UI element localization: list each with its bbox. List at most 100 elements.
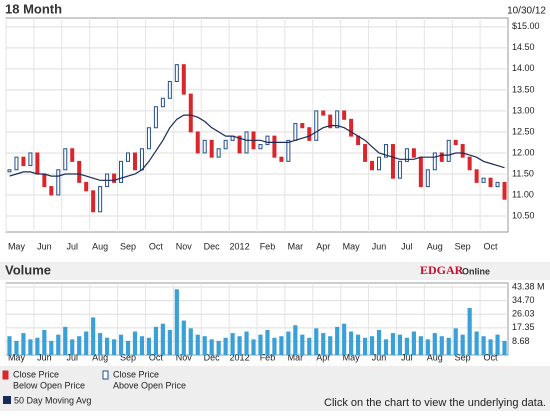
x-tick-label: May <box>343 352 361 362</box>
candle <box>188 93 193 133</box>
candle <box>307 127 312 141</box>
x-tick-label: Sep <box>120 352 136 362</box>
x-tick-label: May <box>343 241 361 251</box>
candle <box>279 156 284 162</box>
volume-bar <box>132 331 138 355</box>
candle <box>112 173 117 183</box>
y-tick-label: 13.50 <box>512 84 535 94</box>
volume-bar <box>202 336 207 355</box>
note[interactable]: Click on the chart to view the underlyin… <box>324 397 546 409</box>
y-tick-label: 12.00 <box>512 147 535 157</box>
volume-bar <box>49 340 54 355</box>
x-tick-label: Aug <box>92 241 108 251</box>
volume-bar <box>342 323 347 355</box>
volume-bar <box>42 329 47 355</box>
candle <box>181 64 186 95</box>
candle <box>446 139 451 162</box>
x-tick-label: Jun <box>372 352 387 362</box>
x-tick-label: Nov <box>176 241 193 251</box>
volume-bar <box>7 336 12 355</box>
volume-bar <box>404 337 409 355</box>
x-tick-label: Jun <box>372 241 387 251</box>
volume-bar <box>335 326 340 355</box>
candle <box>425 169 430 188</box>
candle <box>35 152 40 175</box>
candle <box>21 156 26 167</box>
x-tick-label: Oct <box>149 352 164 362</box>
y-tick-label: 11.50 <box>512 168 534 178</box>
candle <box>377 156 382 171</box>
chart-title: 18 Month <box>5 1 62 16</box>
volume-bar <box>35 337 40 355</box>
logo: EDGAR <box>420 263 464 277</box>
y-tick-label: 34.70 <box>512 295 535 305</box>
candle <box>363 144 368 162</box>
x-tick-label: Mar <box>288 352 304 362</box>
volume-bar <box>446 337 451 355</box>
y-tick-label: 8.68 <box>512 336 530 346</box>
candle <box>28 152 33 167</box>
volume-bar <box>488 339 493 355</box>
volume-bar <box>188 328 193 355</box>
volume-bar <box>411 331 416 355</box>
x-tick-label: Jul <box>66 241 78 251</box>
volume-bar <box>495 334 500 355</box>
volume-bar <box>300 334 305 355</box>
candle <box>293 123 298 141</box>
x-tick-label: Jul <box>401 352 413 362</box>
x-tick-label: Dec <box>204 352 221 362</box>
candle <box>216 148 221 158</box>
volume-bar <box>432 333 437 355</box>
volume-bar <box>91 317 96 355</box>
volume-bar <box>425 339 430 355</box>
candle <box>119 160 124 183</box>
volume-header <box>0 262 550 280</box>
volume-bar <box>98 333 103 355</box>
volume-title: Volume <box>5 262 51 277</box>
volume-bar <box>56 334 61 355</box>
volume-bar <box>153 326 158 355</box>
x-tick-label: Feb <box>260 241 276 251</box>
volume-bar <box>453 328 458 355</box>
candle <box>404 148 409 162</box>
candle <box>439 152 444 162</box>
candle <box>418 156 423 188</box>
volume-bar <box>307 337 312 355</box>
candle <box>286 139 291 162</box>
x-tick-label: Dec <box>204 241 221 251</box>
volume-bar <box>474 331 479 355</box>
volume-bar <box>111 339 117 355</box>
volume-bar <box>328 336 333 355</box>
candle <box>209 139 214 158</box>
candle <box>244 131 249 154</box>
legend-label: Close Price <box>13 369 59 379</box>
x-tick-label: Feb <box>260 352 276 362</box>
volume-bar <box>356 334 361 355</box>
x-tick-label: May <box>8 352 26 362</box>
candle <box>453 139 458 146</box>
volume-bar <box>181 320 186 355</box>
volume-bar <box>174 289 179 355</box>
volume-bar <box>293 325 298 355</box>
volume-bar <box>28 339 33 355</box>
y-tick-label: 12.50 <box>512 126 535 136</box>
candle <box>314 110 319 141</box>
volume-bar <box>195 334 200 355</box>
x-tick-label: Jun <box>37 352 52 362</box>
y-tick-label: 17.35 <box>512 322 535 332</box>
volume-bar <box>418 336 423 355</box>
candle <box>460 144 465 158</box>
candle <box>474 169 479 183</box>
volume-bar <box>383 339 389 355</box>
candle <box>390 144 395 179</box>
candle <box>146 127 151 150</box>
candle <box>126 152 131 162</box>
candle <box>467 156 472 171</box>
legend-icon <box>102 370 109 380</box>
x-tick-label: Oct <box>484 352 499 362</box>
volume-bar <box>439 336 444 355</box>
candle <box>383 144 388 158</box>
x-tick-label: May <box>8 241 26 251</box>
x-tick-label: Jul <box>66 352 78 362</box>
